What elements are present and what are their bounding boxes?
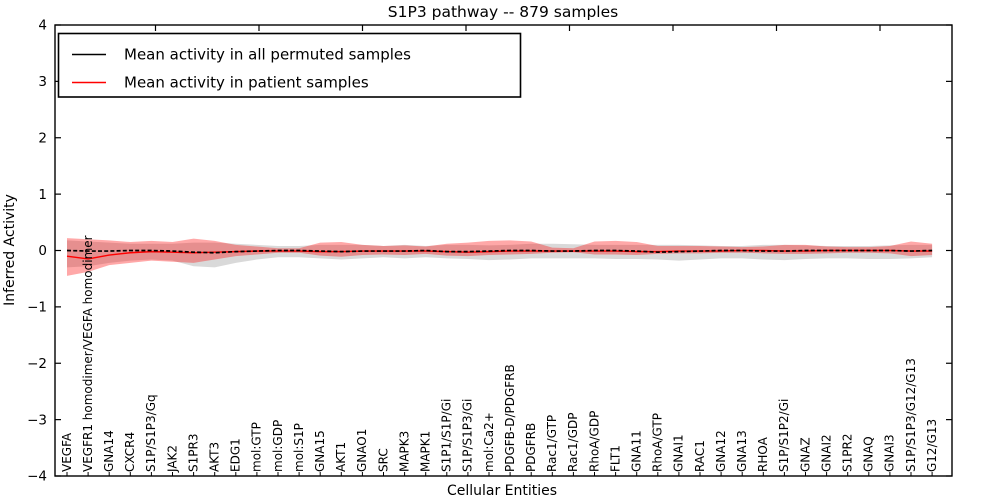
x-tick-label: GNAI3 (883, 434, 897, 472)
x-tick-label: G12/G13 (925, 419, 939, 472)
legend: Mean activity in all permuted samples Me… (57, 32, 522, 98)
x-tick-label: mol:GTP (250, 422, 264, 472)
axis-ticks (55, 24, 952, 477)
x-tick-label: GNA12 (714, 430, 728, 472)
y-tick-label: −4 (27, 469, 47, 485)
x-tick-label: S1P/S1P3/Gi (461, 399, 475, 472)
series-lines (66, 249, 933, 260)
x-tick-label: mol:Ca2+ (482, 412, 496, 472)
legend-label-permuted: Mean activity in all permuted samples (124, 46, 411, 64)
x-tick-label: VEGFA (60, 432, 74, 472)
permuted-mean-line (66, 249, 933, 254)
x-tick-label: Rac1/GDP (566, 413, 580, 472)
x-tick-label: mol:S1P (292, 423, 306, 472)
patient-band (67, 238, 933, 276)
x-tick-label: S1P1/S1P/Gi (440, 399, 454, 472)
x-tick-label: JAK2 (165, 445, 179, 473)
x-tick-label: S1P/S1P3/Gq (144, 394, 158, 472)
x-tick-label: MAPK1 (419, 431, 433, 472)
legend-box (57, 32, 522, 98)
y-tick-label: 3 (38, 74, 47, 90)
x-tick-label: S1PR2 (841, 434, 855, 472)
y-tick-label: 0 (38, 243, 47, 259)
y-tick-label: 1 (38, 187, 47, 203)
x-tick-label: EDG1 (229, 438, 243, 472)
x-tick-label: RhoA/GTP (651, 413, 665, 472)
y-tick-label: 4 (38, 18, 47, 34)
x-axis-label: Cellular Entities (447, 483, 557, 499)
x-tick-label: AKT3 (208, 442, 222, 472)
chart-title: S1P3 pathway -- 879 samples (388, 3, 618, 21)
x-tick-label: GNA15 (313, 430, 327, 472)
confidence-bands (67, 238, 933, 276)
x-tick-label: SRC (376, 448, 390, 472)
x-tick-label: CXCR4 (123, 432, 137, 472)
x-tick-label: GNA13 (735, 430, 749, 472)
x-tick-label: VEGFR1 homodimer/VEGFA homodimer (81, 235, 95, 472)
x-tick-label: RHOA (756, 436, 770, 472)
x-tick-label: mol:GDP (271, 420, 285, 472)
x-tick-label: FLT1 (608, 445, 622, 472)
x-tick-label: S1P/S1P2/Gi (777, 399, 791, 472)
x-tick-label: GNA14 (102, 430, 116, 472)
permuted-band (67, 240, 933, 268)
y-tick-labels: −4 −3 −2 −1 0 1 2 3 4 (27, 18, 47, 485)
y-tick-label: −3 (27, 412, 47, 428)
y-axis-label: Inferred Activity (2, 194, 18, 306)
x-tick-label: RAC1 (693, 440, 707, 472)
y-tick-label: −1 (27, 300, 47, 316)
x-tick-label: AKT1 (334, 442, 348, 472)
x-tick-label: S1PR3 (186, 434, 200, 472)
x-tick-label: GNAI2 (819, 434, 833, 472)
x-tick-label: S1P/S1P3/G12/G13 (904, 358, 918, 472)
x-tick-label: GNAQ (862, 436, 876, 472)
x-tick-label: RhoA/GDP (587, 411, 601, 472)
x-tick-label: GNAI1 (672, 434, 686, 472)
x-tick-label: GNA11 (630, 430, 644, 472)
x-tick-labels: VEGFA VEGFR1 homodimer/VEGFA homodimer GNA… (60, 235, 939, 473)
x-tick-label: GNAZ (798, 437, 812, 472)
x-tick-label: PDGFB-D/PDGFRB (503, 364, 517, 472)
x-tick-label: PDGFRB (524, 423, 538, 472)
y-tick-label: 2 (38, 130, 47, 146)
x-tick-label: GNAO1 (355, 429, 369, 472)
legend-label-patient: Mean activity in patient samples (124, 74, 369, 92)
x-tick-label: MAPK3 (397, 431, 411, 472)
y-tick-label: −2 (27, 356, 47, 372)
x-tick-label: Rac1/GTP (545, 415, 559, 472)
